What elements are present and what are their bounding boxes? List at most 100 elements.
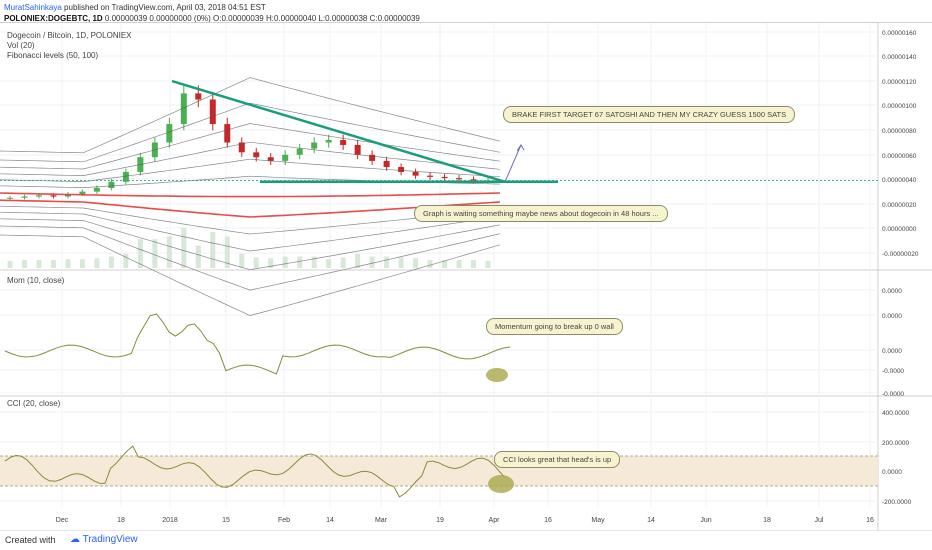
x-tick-label: 18	[763, 517, 771, 524]
x-tick-label: May	[591, 517, 605, 524]
fib-band-line	[0, 234, 501, 316]
candle-body	[7, 197, 13, 199]
volume-bar	[224, 236, 230, 268]
y-tick-label: 200.0000	[882, 440, 909, 447]
fib-band-line	[0, 211, 501, 252]
y-tick-label: 0.00000120	[882, 79, 917, 86]
volume-bar	[21, 260, 27, 268]
candle-body	[166, 124, 173, 143]
ohlc-values: 0.00000039 0.00000000 (0%) O:0.00000039 …	[104, 14, 420, 23]
volume-bar	[384, 256, 390, 268]
x-tick-label: 2018	[162, 517, 178, 524]
target-arrow	[504, 144, 522, 182]
tradingview-logo[interactable]: ☁ TradingView	[70, 534, 138, 545]
volume-bar	[282, 256, 288, 268]
candle-body	[325, 140, 332, 143]
created-with: Created with	[5, 535, 56, 545]
volume-bar	[152, 239, 158, 268]
x-tick-label: 16	[866, 517, 874, 524]
candle-body	[253, 152, 260, 158]
brand-label: TradingView	[82, 534, 138, 545]
fib-band-line	[0, 141, 501, 176]
publish-info: published on TradingView.com, April 03, …	[64, 3, 266, 12]
x-tick-label: Jul	[815, 517, 824, 524]
volume-bar	[471, 260, 477, 268]
candle-body	[238, 142, 245, 153]
mom-legend: Mom (10, close)	[7, 276, 65, 285]
legend-symbol: Dogecoin / Bitcoin, 1D, POLONIEX	[7, 31, 132, 40]
target-arrowhead	[516, 144, 525, 152]
candle-body	[209, 99, 216, 125]
x-tick-label: Apr	[489, 517, 501, 524]
volume-bar	[239, 253, 245, 268]
x-tick-label: Feb	[278, 517, 290, 524]
footer: Created with ☁ TradingView	[0, 531, 932, 550]
symbol-label: POLONIEX:DOGEBTC, 1D	[4, 14, 103, 23]
fib-band-line	[0, 158, 501, 182]
author-link[interactable]: MuratSahinkaya	[4, 3, 62, 12]
cloud-icon: ☁	[70, 534, 80, 545]
y-tick-label: 0.00000060	[882, 153, 917, 160]
volume-bar	[326, 259, 332, 268]
y-tick-label: 0.0000	[882, 313, 902, 320]
y-tick-label: 0.00000020	[882, 202, 917, 209]
publish-line: MuratSahinkaya published on TradingView.…	[4, 2, 420, 13]
x-tick-label: Dec	[56, 517, 69, 524]
candle-body	[267, 157, 274, 161]
main-legend: Dogecoin / Bitcoin, 1D, POLONIEX Vol (20…	[7, 31, 132, 61]
x-tick-label: 14	[647, 517, 655, 524]
candle-body	[311, 142, 318, 149]
fib-band-line	[0, 218, 501, 271]
symbol-line: POLONIEX:DOGEBTC, 1D 0.00000039 0.000000…	[4, 13, 420, 24]
volume-bar	[253, 257, 259, 268]
fib-band-line	[0, 123, 501, 170]
y-tick-label: 0.00000040	[882, 177, 917, 184]
volume-bar	[36, 260, 42, 268]
candle-body	[180, 93, 187, 125]
x-tick-label: 19	[436, 517, 444, 524]
cci-legend: CCI (20, close)	[7, 399, 61, 408]
x-tick-label: Mar	[375, 517, 388, 524]
legend-fibonacci: Fibonacci levels (50, 100)	[7, 51, 99, 60]
y-tick-label: 0.0000	[882, 469, 902, 476]
volume-bar	[442, 260, 448, 268]
candle-body	[21, 196, 28, 198]
candle-body	[383, 160, 390, 168]
y-tick-label: -0.00000020	[882, 251, 919, 258]
candle-body	[456, 178, 463, 180]
candle-body	[427, 175, 434, 177]
volume-bar	[166, 236, 172, 268]
volume-bar	[340, 257, 346, 268]
note-momentum: Momentum going to break up 0 wall	[486, 318, 623, 335]
volume-bar	[413, 258, 419, 268]
candle-body	[470, 179, 477, 181]
fib-band-line	[0, 102, 501, 163]
y-tick-label: 400.0000	[882, 410, 909, 417]
candle-body	[412, 171, 419, 176]
y-tick-label: -200.0000	[882, 499, 912, 506]
fib-red-line	[0, 192, 501, 198]
momentum-highlight	[486, 368, 508, 382]
volume-bar	[195, 245, 201, 268]
volume-bar	[123, 253, 129, 268]
candle-body	[282, 154, 289, 161]
note-news: Graph is waiting something maybe news ab…	[414, 205, 668, 222]
x-tick-label: 18	[117, 517, 125, 524]
volume-bar	[398, 257, 404, 268]
fib-band-line	[0, 77, 501, 154]
candle-body	[354, 144, 361, 155]
momentum-line	[4, 313, 511, 375]
candle-body	[195, 93, 202, 100]
volume-bar	[456, 260, 462, 268]
volume-bar	[485, 261, 491, 268]
candle-body	[122, 171, 129, 182]
legend-volume: Vol (20)	[7, 41, 35, 50]
candle-body	[296, 148, 303, 155]
candle-body	[35, 195, 42, 197]
volume-bar	[79, 259, 85, 268]
volume-bar	[50, 260, 56, 268]
volume-bar	[7, 261, 13, 268]
y-tick-label: 0.00000000	[882, 226, 917, 233]
volume-bar	[65, 259, 71, 268]
chart-svg[interactable]: Dec 18 2018 15 Feb 14 Mar 19 Apr 16 May 14 Jun 18 Jul 1…	[0, 23, 932, 532]
